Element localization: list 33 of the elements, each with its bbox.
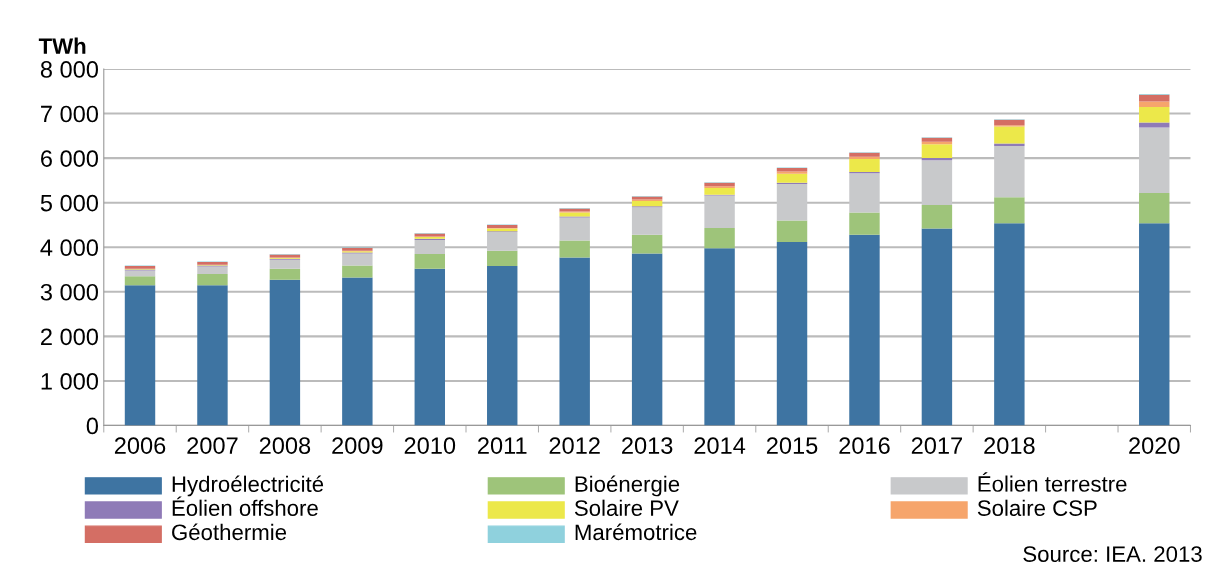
y-axis-title: TWh	[38, 37, 86, 54]
y-tick-label: 2 000	[41, 328, 99, 346]
x-tick-label: 2013	[622, 437, 673, 454]
y-tick-label: 5 000	[40, 194, 99, 212]
x-tick-label: 2011	[478, 437, 527, 454]
legend-label: Éolien offshore	[172, 496, 318, 516]
x-tick-label: 2008	[259, 437, 311, 454]
legend-label: Marémotrice	[575, 523, 697, 541]
x-tick-label: 2018	[984, 437, 1035, 454]
y-tick-label: 3 000	[40, 283, 99, 301]
x-tick-label: 2012	[549, 437, 600, 454]
source-note: Source: IEA. 2013	[1023, 546, 1202, 562]
x-tick-label: 2009	[332, 437, 383, 454]
x-tick-label: 2015	[766, 437, 818, 454]
x-tick-label: 2010	[404, 437, 456, 454]
y-tick-label: 0	[86, 417, 98, 435]
x-tick-label: 2020	[1129, 437, 1180, 454]
legend-label: Hydroélectricité	[172, 475, 324, 497]
y-tick-label: 7 000	[41, 105, 99, 123]
y-tick-label: 8 000	[40, 61, 99, 78]
x-tick-label: 2007	[187, 437, 238, 454]
legend-label: Solaire CSP	[977, 499, 1097, 516]
x-tick-label: 2006	[114, 437, 166, 454]
x-tick-label: 2016	[839, 437, 890, 454]
x-tick-label: 2017	[911, 437, 962, 454]
y-tick-label: 6 000	[41, 150, 99, 167]
legend-label: Géothermie	[172, 523, 287, 541]
y-tick-label: 4 000	[40, 239, 99, 257]
legend-label: Éolien terrestre	[978, 472, 1127, 492]
x-tick-label: 2014	[694, 437, 746, 454]
legend-label: Bioénergie	[575, 475, 680, 497]
legend-label: Solaire PV	[574, 499, 679, 516]
y-tick-label: 1 000	[41, 373, 99, 390]
